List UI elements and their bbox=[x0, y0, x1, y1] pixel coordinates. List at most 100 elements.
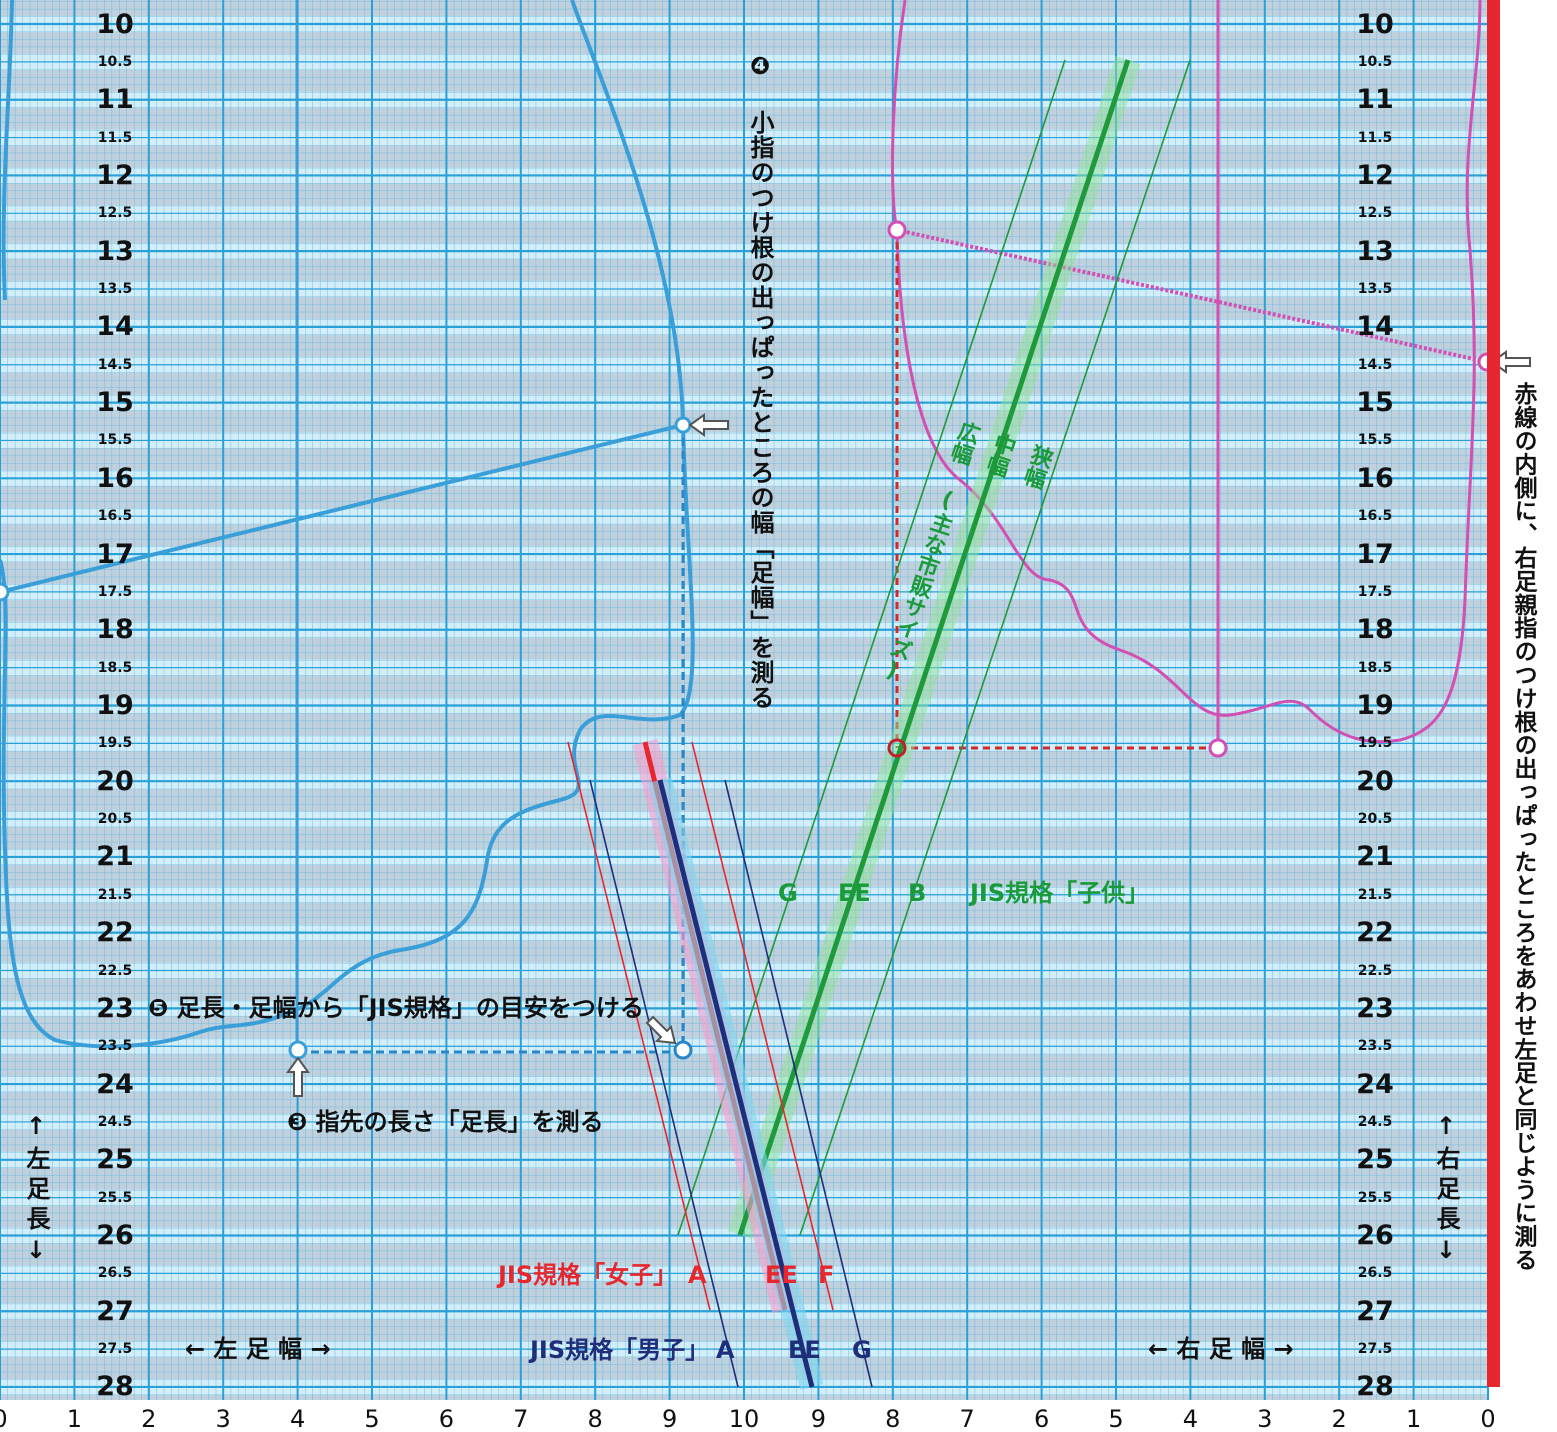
y-tick-label: 17 bbox=[96, 538, 134, 570]
y-tick-label: 20 bbox=[96, 765, 134, 797]
axis-title: ← 左 足 幅 → bbox=[185, 1335, 331, 1363]
width-line bbox=[896, 228, 1488, 364]
jis-women-line bbox=[691, 741, 834, 1311]
instruction: 赤線の内側に、右足親指のつけ根の出っぱったところをあわせ左足と同じように測る bbox=[1510, 382, 1536, 1272]
jis-men-line bbox=[724, 779, 873, 1388]
y-tick-label: 26 bbox=[1356, 1220, 1394, 1252]
y-tick-label: 21 bbox=[1356, 841, 1394, 873]
pointer-arrow bbox=[1490, 350, 1531, 374]
point bbox=[674, 416, 692, 434]
y-tick-label: 27.5 bbox=[97, 1341, 133, 1358]
red-reference-line bbox=[1487, 0, 1500, 1387]
point bbox=[0, 582, 10, 602]
y-tick-label: 15 bbox=[1356, 387, 1394, 419]
x-tick-label: 0 bbox=[1480, 1405, 1496, 1432]
x-tick-label: 8 bbox=[885, 1405, 901, 1432]
jis-child-line bbox=[677, 59, 1066, 1236]
y-tick-label: 22 bbox=[1356, 917, 1394, 949]
x-tick-label: 5 bbox=[1108, 1405, 1124, 1432]
y-tick-label: 24.5 bbox=[1357, 1113, 1393, 1130]
legend-label: A bbox=[716, 1336, 735, 1364]
y-tick-label: 20.5 bbox=[97, 811, 133, 828]
y-tick-label: 26.5 bbox=[1357, 1265, 1393, 1282]
x-tick-label: 9 bbox=[810, 1405, 827, 1432]
legend-title: JIS規格「子供」 bbox=[970, 879, 1150, 907]
legend-label: EE bbox=[788, 1336, 821, 1364]
point bbox=[887, 738, 907, 758]
y-tick-label: 27 bbox=[96, 1295, 134, 1327]
y-tick-label: 13 bbox=[96, 235, 134, 267]
y-tick-label: 11 bbox=[1356, 84, 1394, 116]
x-tick-label: 6 bbox=[438, 1405, 455, 1432]
y-tick-label: 12 bbox=[96, 159, 134, 191]
y-tick-label: 16 bbox=[96, 462, 134, 494]
left-foot-outline bbox=[1, 0, 14, 301]
point bbox=[1208, 738, 1228, 758]
jis-women-line bbox=[567, 741, 711, 1311]
y-tick-label: 12.5 bbox=[1357, 205, 1393, 222]
y-tick-label: 22.5 bbox=[97, 962, 133, 979]
axis-title: ↑左足長↓ bbox=[22, 1112, 50, 1270]
legend-title: JIS規格「女子」 bbox=[498, 1261, 678, 1289]
legend-label: EE bbox=[765, 1261, 798, 1289]
y-tick-label: 11 bbox=[96, 84, 134, 116]
left-foot-outline bbox=[0, 0, 695, 1049]
y-tick-label: 10.5 bbox=[1357, 53, 1393, 70]
y-tick-label: 19.5 bbox=[97, 735, 133, 752]
y-tick-label: 22 bbox=[96, 917, 134, 949]
x-tick-label: 8 bbox=[587, 1405, 603, 1432]
y-tick-label: 12 bbox=[1356, 159, 1394, 191]
x-tick-label: 7 bbox=[513, 1405, 529, 1432]
x-tick-label: 3 bbox=[215, 1405, 231, 1432]
x-tick-label: 9 bbox=[661, 1405, 678, 1432]
step-note: ❺ 足長・足幅から「JIS規格」の目安をつける bbox=[148, 994, 644, 1022]
x-tick-label: 1 bbox=[66, 1405, 83, 1432]
y-tick-label: 23.5 bbox=[1357, 1038, 1393, 1055]
x-tick-label: 4 bbox=[289, 1405, 306, 1432]
y-tick-label: 21.5 bbox=[1357, 886, 1393, 903]
legend-label: G bbox=[778, 879, 798, 907]
y-tick-label: 17 bbox=[1356, 538, 1394, 570]
y-tick-label: 27 bbox=[1356, 1295, 1394, 1327]
point bbox=[887, 220, 907, 240]
y-tick-label: 17.5 bbox=[97, 583, 133, 600]
y-tick-label: 25 bbox=[96, 1144, 134, 1176]
y-tick-label: 25 bbox=[1356, 1144, 1394, 1176]
y-tick-label: 15.5 bbox=[97, 432, 133, 449]
jis-men-line bbox=[657, 779, 815, 1388]
y-tick-label: 27.5 bbox=[1357, 1341, 1393, 1358]
width-line bbox=[0, 423, 684, 594]
y-tick-label: 22.5 bbox=[1357, 962, 1393, 979]
x-tick-label: 0 bbox=[0, 1407, 8, 1431]
y-tick-label: 16.5 bbox=[1357, 508, 1393, 525]
legend-label: EE bbox=[838, 879, 871, 907]
legend-label: B bbox=[908, 879, 927, 907]
y-tick-label: 21.5 bbox=[97, 886, 133, 903]
y-tick-label: 24.5 bbox=[97, 1113, 133, 1130]
y-tick-label: 11.5 bbox=[97, 129, 133, 146]
y-tick-label: 14.5 bbox=[1357, 356, 1393, 373]
y-tick-label: 18.5 bbox=[1357, 659, 1393, 676]
y-tick-label: 17.5 bbox=[1357, 583, 1393, 600]
y-tick-label: 13 bbox=[1356, 235, 1394, 267]
x-tick-label: 5 bbox=[364, 1405, 380, 1432]
y-tick-label: 14 bbox=[96, 311, 134, 343]
y-tick-label: 26 bbox=[96, 1220, 134, 1252]
y-tick-label: 18.5 bbox=[97, 659, 133, 676]
axis-title: ← 右 足 幅 → bbox=[1148, 1335, 1294, 1363]
y-tick-label: 15.5 bbox=[1357, 432, 1393, 449]
y-tick-label: 23.5 bbox=[97, 1038, 133, 1055]
step-note: ❸ 指先の長さ「足長」を測る bbox=[287, 1108, 604, 1136]
y-tick-label: 18 bbox=[1356, 614, 1394, 646]
x-tick-label: 2 bbox=[1331, 1405, 1347, 1432]
jis-child-line bbox=[737, 59, 1131, 1236]
y-tick-label: 14 bbox=[1356, 311, 1394, 343]
y-tick-label: 10 bbox=[96, 8, 134, 40]
x-tick-label: 1 bbox=[1405, 1405, 1422, 1432]
y-tick-label: 13.5 bbox=[97, 281, 133, 298]
y-tick-label: 28 bbox=[1356, 1371, 1394, 1403]
y-tick-label: 18 bbox=[96, 614, 134, 646]
y-tick-label: 28 bbox=[96, 1371, 134, 1403]
